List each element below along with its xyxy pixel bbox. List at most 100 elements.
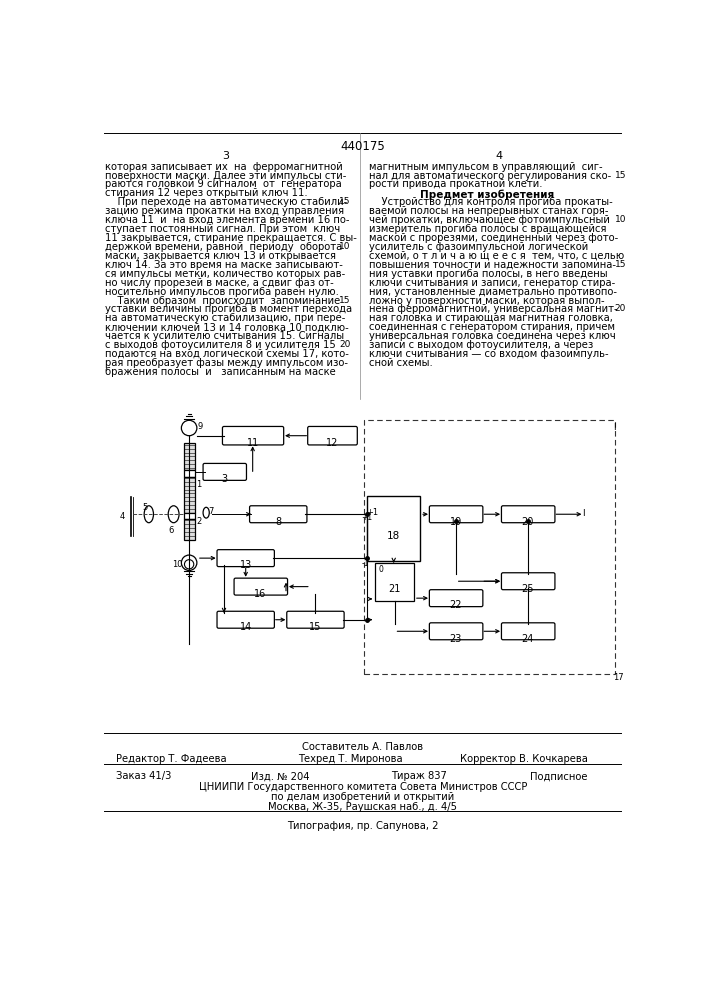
Text: Редактор Т. Фадеева: Редактор Т. Фадеева	[115, 754, 226, 764]
Text: усилитель с фазоимпульсной логической: усилитель с фазоимпульсной логической	[369, 242, 588, 252]
Text: 4: 4	[496, 151, 503, 161]
Text: Составитель А. Павлов: Составитель А. Павлов	[302, 742, 423, 752]
Text: ключи считывания и записи, генератор стира-: ключи считывания и записи, генератор сти…	[369, 278, 615, 288]
Ellipse shape	[144, 506, 153, 523]
Text: 17: 17	[613, 673, 624, 682]
Text: соединенная с генератором стирания, причем: соединенная с генератором стирания, прич…	[369, 322, 615, 332]
Text: ключении ключей 13 и 14 головка 10 подклю-: ключении ключей 13 и 14 головка 10 подкл…	[105, 322, 349, 332]
Text: чей прокатки, включающее фотоимпульсный: чей прокатки, включающее фотоимпульсный	[369, 215, 610, 225]
Text: рости привода прокатной клети.: рости привода прокатной клети.	[369, 179, 542, 189]
Text: 0: 0	[378, 565, 383, 574]
Text: -1: -1	[361, 559, 368, 568]
Text: сной схемы.: сной схемы.	[369, 358, 433, 368]
Ellipse shape	[203, 507, 209, 518]
Text: 11 закрывается, стирание прекращается. С вы-: 11 закрывается, стирание прекращается. С…	[105, 233, 357, 243]
Text: бражения полосы  и   записанным на маске: бражения полосы и записанным на маске	[105, 367, 336, 377]
Text: 10: 10	[172, 560, 182, 569]
Text: рая преобразует фазы между импульсом изо-: рая преобразует фазы между импульсом изо…	[105, 358, 349, 368]
Text: ния уставки прогиба полосы, в него введены: ния уставки прогиба полосы, в него введе…	[369, 269, 607, 279]
Text: 19: 19	[450, 517, 462, 527]
Text: 15: 15	[614, 260, 626, 269]
FancyBboxPatch shape	[184, 470, 194, 477]
Text: раются головкой 9 сигналом  от  генератора: раются головкой 9 сигналом от генератора	[105, 179, 342, 189]
Text: Типография, пр. Сапунова, 2: Типография, пр. Сапунова, 2	[287, 821, 438, 831]
Text: I: I	[582, 509, 585, 518]
Text: ключа 11  и  на вход элемента времени 16 по-: ключа 11 и на вход элемента времени 16 п…	[105, 215, 350, 225]
Text: 20: 20	[615, 304, 626, 313]
Text: чается к усилителю считывания 15. Сигналы: чается к усилителю считывания 15. Сигнал…	[105, 331, 344, 341]
FancyBboxPatch shape	[184, 477, 194, 513]
Text: держкой времени, равной  периоду  оборота: держкой времени, равной периоду оборота	[105, 242, 343, 252]
FancyBboxPatch shape	[287, 611, 344, 628]
Text: поверхности маски. Далее эти импульсы сти-: поверхности маски. Далее эти импульсы ст…	[105, 171, 347, 181]
Text: 3: 3	[222, 474, 228, 484]
FancyBboxPatch shape	[217, 550, 274, 567]
Text: зацию режима прокатки на вход управления: зацию режима прокатки на вход управления	[105, 206, 344, 216]
FancyBboxPatch shape	[203, 463, 247, 480]
FancyBboxPatch shape	[234, 578, 288, 595]
Text: маски, закрывается ключ 13 и открывается: маски, закрывается ключ 13 и открывается	[105, 251, 337, 261]
FancyBboxPatch shape	[184, 513, 194, 519]
Text: ложно у поверхности маски, которая выпол-: ложно у поверхности маски, которая выпол…	[369, 296, 604, 306]
Text: +1: +1	[361, 513, 373, 522]
Text: 10: 10	[339, 242, 351, 251]
Text: ния, установленные диаметрально противопо-: ния, установленные диаметрально противоп…	[369, 287, 617, 297]
Text: носительно импульсов прогиба равен нулю.: носительно импульсов прогиба равен нулю.	[105, 287, 339, 297]
Text: Устройство для контроля прогиба прокаты-: Устройство для контроля прогиба прокаты-	[369, 197, 613, 207]
Text: ЦНИИПИ Государственного комитета Совета Министров СССР: ЦНИИПИ Государственного комитета Совета …	[199, 782, 527, 792]
Text: Москва, Ж-35, Раушская наб., д. 4/5: Москва, Ж-35, Раушская наб., д. 4/5	[268, 802, 457, 812]
Text: Корректор В. Кочкарева: Корректор В. Кочкарева	[460, 754, 588, 764]
FancyBboxPatch shape	[223, 426, 284, 445]
Text: 25: 25	[522, 584, 534, 594]
Text: маской с прорезями, соединенный через фото-: маской с прорезями, соединенный через фо…	[369, 233, 618, 243]
Text: 22: 22	[450, 600, 462, 610]
Text: по делам изобретений и открытий: по делам изобретений и открытий	[271, 792, 455, 802]
Text: 18: 18	[387, 531, 400, 541]
FancyBboxPatch shape	[375, 563, 414, 601]
Text: на автоматическую стабилизацию, при пере-: на автоматическую стабилизацию, при пере…	[105, 313, 346, 323]
Text: ключи считывания — со входом фазоимпуль-: ключи считывания — со входом фазоимпуль-	[369, 349, 609, 359]
Text: 15: 15	[614, 171, 626, 180]
Text: Изд. № 204: Изд. № 204	[251, 771, 310, 781]
Text: +1: +1	[366, 508, 378, 517]
FancyBboxPatch shape	[184, 519, 194, 540]
Text: уставки величины прогиба в момент перехода: уставки величины прогиба в момент перехо…	[105, 304, 353, 314]
Text: 21: 21	[388, 584, 401, 594]
FancyBboxPatch shape	[184, 443, 194, 470]
Ellipse shape	[168, 506, 179, 523]
Text: повышения точности и надежности запомина-: повышения точности и надежности запомина…	[369, 260, 616, 270]
Text: нена ферромагнитной, универсальная магнит-: нена ферромагнитной, универсальная магни…	[369, 304, 617, 314]
Text: 3: 3	[222, 151, 229, 161]
Text: 2: 2	[196, 517, 201, 526]
Text: 20: 20	[522, 517, 534, 527]
Text: 8: 8	[275, 517, 281, 527]
FancyBboxPatch shape	[429, 590, 483, 607]
Text: 15: 15	[339, 197, 351, 206]
Circle shape	[182, 420, 197, 436]
Text: 5: 5	[143, 503, 148, 512]
Text: 24: 24	[522, 634, 534, 644]
Circle shape	[185, 560, 194, 569]
Text: Заказ 41/3: Заказ 41/3	[115, 771, 171, 781]
Text: 12: 12	[327, 438, 339, 448]
Text: 6: 6	[168, 526, 174, 535]
Text: ная головка и стирающая магнитная головка,: ная головка и стирающая магнитная головк…	[369, 313, 613, 323]
Text: ключ 14. За это время на маске записывают-: ключ 14. За это время на маске записываю…	[105, 260, 344, 270]
FancyBboxPatch shape	[217, 611, 274, 628]
Text: записи с выходом фотоусилителя, а через: записи с выходом фотоусилителя, а через	[369, 340, 593, 350]
FancyBboxPatch shape	[501, 623, 555, 640]
Text: 9: 9	[198, 422, 203, 431]
FancyBboxPatch shape	[308, 426, 357, 445]
Text: магнитным импульсом в управляющий  сиг-: магнитным импульсом в управляющий сиг-	[369, 162, 602, 172]
Text: Техред Т. Миронова: Техред Т. Миронова	[298, 754, 402, 764]
Circle shape	[182, 555, 197, 570]
Text: При переходе на автоматическую стабили-: При переходе на автоматическую стабили-	[105, 197, 348, 207]
Text: Предмет изобретения: Предмет изобретения	[419, 189, 554, 200]
Text: 15: 15	[339, 296, 351, 305]
Text: 15: 15	[309, 622, 322, 632]
Text: 20: 20	[339, 340, 351, 349]
Text: измеритель прогиба полосы с вращающейся: измеритель прогиба полосы с вращающейся	[369, 224, 607, 234]
Text: ваемой полосы на непрерывных станах горя-: ваемой полосы на непрерывных станах горя…	[369, 206, 609, 216]
FancyBboxPatch shape	[501, 506, 555, 523]
Text: 23: 23	[450, 634, 462, 644]
